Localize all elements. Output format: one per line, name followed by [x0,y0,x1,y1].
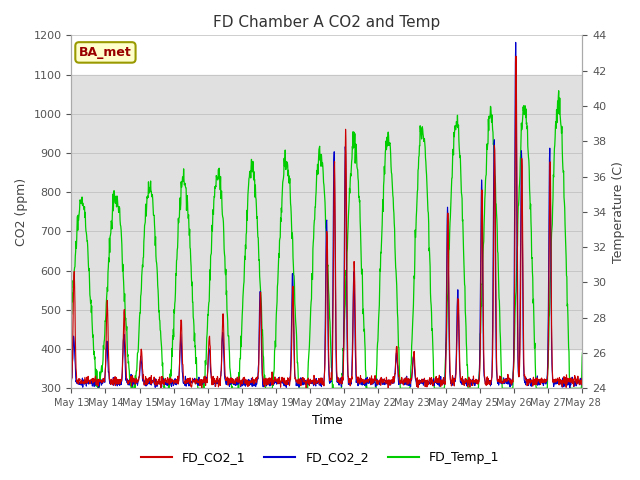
Legend: FD_CO2_1, FD_CO2_2, FD_Temp_1: FD_CO2_1, FD_CO2_2, FD_Temp_1 [136,446,504,469]
Y-axis label: Temperature (C): Temperature (C) [612,161,625,263]
Y-axis label: CO2 (ppm): CO2 (ppm) [15,178,28,246]
Bar [72,74,582,349]
Text: BA_met: BA_met [79,46,132,59]
X-axis label: Time: Time [312,414,342,427]
Title: FD Chamber A CO2 and Temp: FD Chamber A CO2 and Temp [213,15,440,30]
